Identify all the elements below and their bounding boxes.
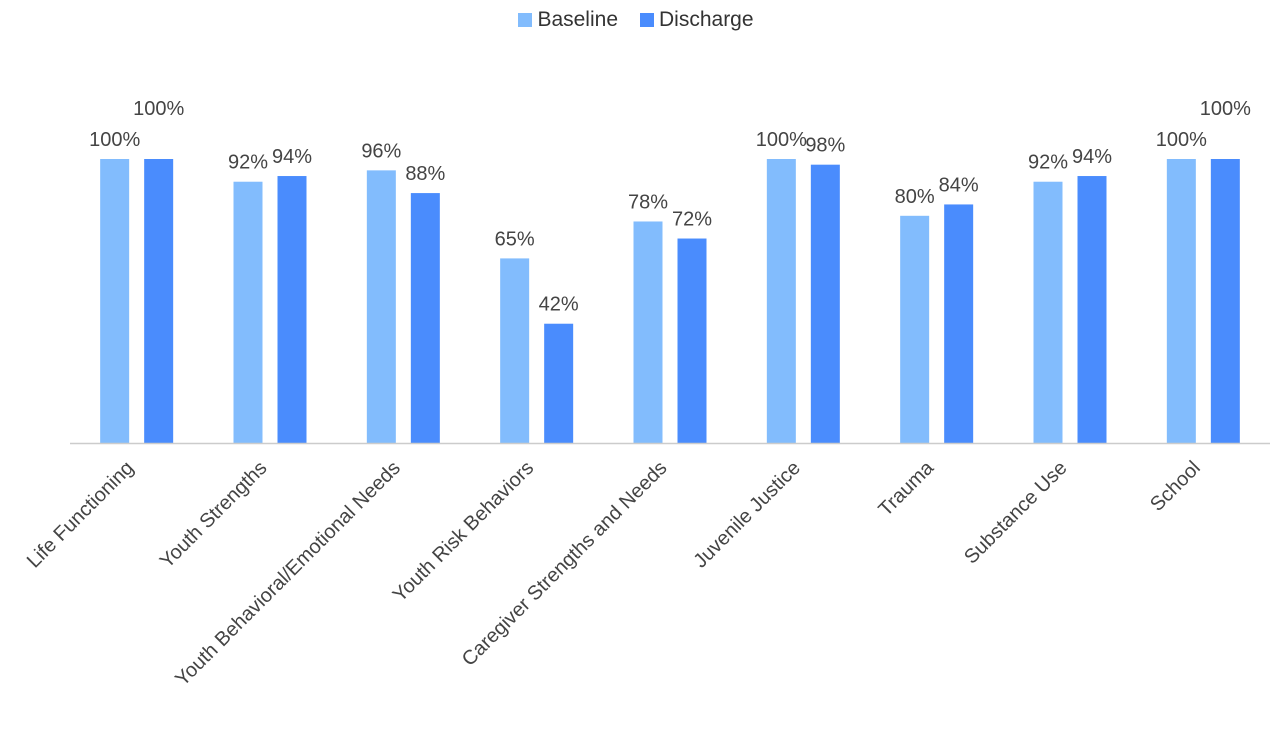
legend-label-discharge: Discharge [659, 8, 754, 31]
x-tick-label-life-functioning: Life Functioning [23, 457, 138, 572]
data-label-baseline-school: 100% [1156, 129, 1207, 151]
data-label-discharge-juvenile-justice: 98% [805, 135, 845, 157]
data-label-baseline-juvenile-justice: 100% [756, 129, 807, 151]
data-label-baseline-substance-use: 92% [1028, 152, 1068, 174]
bar-baseline-juvenile-justice [766, 159, 796, 443]
bar-baseline-youth-behavioral-emotional-needs [366, 170, 396, 444]
legend-swatch-discharge [640, 13, 654, 27]
data-label-baseline-trauma: 80% [895, 186, 935, 208]
bar-discharge-youth-strengths [277, 176, 307, 444]
data-label-discharge-life-functioning: 100% [133, 98, 184, 120]
bar-baseline-caregiver-strengths-and-needs [633, 221, 663, 443]
bar-baseline-substance-use [1033, 181, 1063, 443]
legend: Baseline Discharge [0, 8, 1272, 32]
legend-item-baseline: Baseline [518, 8, 618, 32]
data-label-discharge-school: 100% [1200, 98, 1251, 120]
data-label-baseline-youth-behavioral-emotional-needs: 96% [361, 140, 401, 162]
x-tick-label-substance-use: Substance Use [960, 457, 1071, 568]
bar-discharge-youth-behavioral-emotional-needs [410, 193, 440, 443]
data-label-discharge-substance-use: 94% [1072, 146, 1112, 168]
legend-item-discharge: Discharge [640, 8, 754, 32]
legend-swatch-baseline [518, 13, 533, 27]
bar-baseline-school [1166, 159, 1196, 443]
bar-discharge-life-functioning [144, 159, 174, 443]
data-label-baseline-youth-strengths: 92% [228, 152, 268, 174]
bar-baseline-youth-risk-behaviors [500, 258, 530, 443]
x-tick-label-youth-strengths: Youth Strengths [156, 457, 272, 573]
data-label-discharge-youth-behavioral-emotional-needs: 88% [405, 163, 445, 185]
data-label-baseline-youth-risk-behaviors: 65% [495, 228, 535, 250]
bar-baseline-youth-strengths [233, 181, 263, 443]
x-tick-label-trauma: Trauma [874, 456, 938, 520]
bar-discharge-caregiver-strengths-and-needs [677, 238, 707, 443]
x-tick-label-school: School [1146, 457, 1205, 516]
data-label-discharge-trauma: 84% [939, 174, 979, 196]
bar-discharge-substance-use [1077, 176, 1107, 444]
data-label-discharge-youth-risk-behaviors: 42% [539, 294, 579, 316]
bar-discharge-school [1210, 159, 1240, 443]
x-tick-label-youth-behavioral-emotional-needs: Youth Behavioral/Emotional Needs [171, 457, 405, 691]
data-label-baseline-caregiver-strengths-and-needs: 78% [628, 191, 668, 213]
bar-discharge-trauma [944, 204, 974, 443]
data-label-baseline-life-functioning: 100% [89, 129, 140, 151]
bar-discharge-youth-risk-behaviors [544, 323, 574, 443]
data-label-discharge-youth-strengths: 94% [272, 146, 312, 168]
x-tick-label-youth-risk-behaviors: Youth Risk Behaviors [389, 457, 538, 606]
x-tick-label-juvenile-justice: Juvenile Justice [689, 457, 804, 572]
bar-baseline-life-functioning [100, 159, 130, 443]
data-label-discharge-caregiver-strengths-and-needs: 72% [672, 209, 712, 231]
bar-discharge-juvenile-justice [810, 164, 840, 443]
bar-baseline-trauma [900, 215, 930, 443]
legend-label-baseline: Baseline [537, 8, 618, 31]
